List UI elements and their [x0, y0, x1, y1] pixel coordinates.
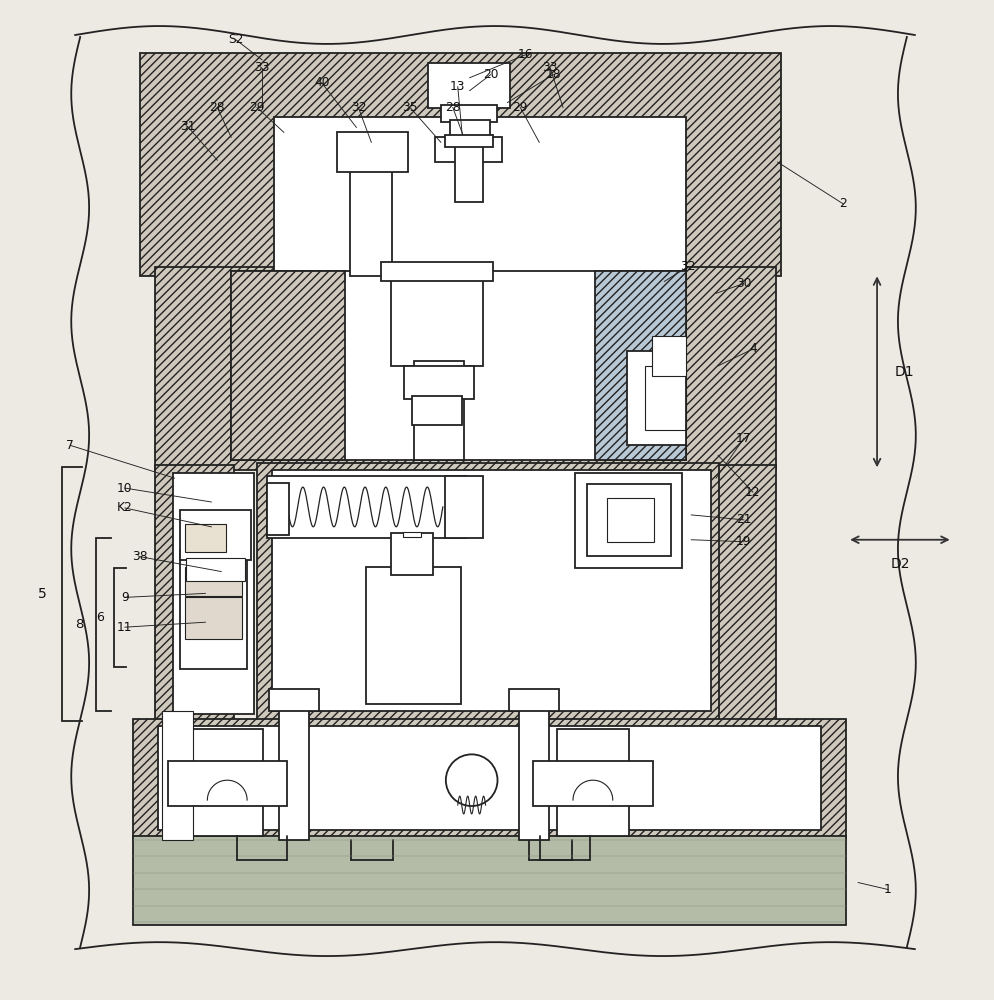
- Text: 16: 16: [517, 48, 533, 61]
- Bar: [626, 351, 686, 445]
- Bar: [434, 137, 502, 162]
- Text: D2: D2: [890, 557, 909, 571]
- Text: 11: 11: [117, 621, 132, 634]
- Bar: [179, 550, 247, 669]
- Bar: [179, 510, 250, 560]
- Text: 32: 32: [350, 101, 366, 114]
- Text: 17: 17: [736, 432, 750, 445]
- Bar: [184, 524, 226, 552]
- Bar: [414, 361, 463, 460]
- Text: 7: 7: [67, 439, 74, 452]
- Text: 38: 38: [132, 550, 147, 563]
- Bar: [391, 271, 482, 366]
- Text: S2: S2: [229, 33, 244, 46]
- Text: K2: K2: [117, 501, 132, 514]
- Text: 19: 19: [736, 535, 750, 548]
- Bar: [427, 63, 510, 108]
- Bar: [266, 483, 288, 535]
- Text: 4: 4: [748, 342, 756, 355]
- Bar: [256, 463, 719, 724]
- Bar: [519, 701, 549, 840]
- Bar: [444, 476, 482, 538]
- Bar: [271, 470, 711, 711]
- Text: 40: 40: [313, 76, 329, 89]
- Text: 1: 1: [884, 883, 891, 896]
- Text: 30: 30: [736, 277, 750, 290]
- Bar: [133, 719, 846, 840]
- Text: 5: 5: [38, 587, 47, 601]
- Bar: [391, 533, 432, 575]
- Bar: [154, 267, 775, 470]
- Bar: [161, 711, 193, 840]
- Bar: [404, 366, 473, 399]
- Bar: [651, 336, 686, 376]
- Bar: [273, 117, 686, 276]
- Text: 33: 33: [542, 61, 558, 74]
- Bar: [133, 836, 846, 925]
- Bar: [594, 271, 686, 460]
- Bar: [336, 132, 408, 172]
- Bar: [140, 53, 780, 276]
- Bar: [533, 761, 652, 806]
- Text: 13: 13: [449, 80, 465, 93]
- Text: 20: 20: [482, 68, 498, 81]
- Bar: [167, 761, 286, 806]
- Text: 12: 12: [745, 486, 759, 499]
- Bar: [381, 262, 492, 281]
- Text: 18: 18: [545, 68, 561, 81]
- Bar: [350, 142, 392, 276]
- Text: 32: 32: [680, 260, 696, 273]
- Bar: [509, 689, 559, 711]
- Bar: [172, 473, 253, 714]
- Text: 31: 31: [180, 120, 195, 133]
- Text: 33: 33: [254, 61, 269, 74]
- Bar: [454, 137, 482, 202]
- Bar: [191, 729, 262, 836]
- Text: 21: 21: [736, 513, 750, 526]
- Text: 8: 8: [75, 618, 83, 631]
- Bar: [185, 558, 245, 581]
- Bar: [278, 701, 308, 840]
- Bar: [266, 476, 465, 538]
- Text: 29: 29: [512, 101, 528, 114]
- Text: 28: 28: [444, 101, 460, 114]
- Text: 29: 29: [249, 101, 264, 114]
- Bar: [440, 105, 497, 122]
- Bar: [231, 271, 345, 460]
- Bar: [231, 271, 686, 460]
- Text: 9: 9: [121, 591, 128, 604]
- Circle shape: [445, 754, 497, 806]
- Bar: [449, 120, 489, 140]
- Bar: [606, 498, 654, 542]
- Bar: [154, 465, 234, 724]
- Bar: [644, 366, 686, 430]
- Bar: [184, 567, 242, 596]
- Bar: [268, 689, 318, 711]
- Bar: [716, 465, 775, 724]
- Text: D1: D1: [894, 365, 913, 379]
- Bar: [557, 729, 628, 836]
- Text: 35: 35: [402, 101, 417, 114]
- Text: 6: 6: [96, 611, 104, 624]
- Bar: [157, 726, 821, 830]
- Bar: [412, 396, 461, 425]
- Text: 28: 28: [210, 101, 225, 114]
- Text: 2: 2: [839, 197, 846, 210]
- Bar: [184, 597, 242, 639]
- Bar: [586, 484, 671, 556]
- Bar: [403, 532, 420, 537]
- Bar: [444, 135, 492, 147]
- Bar: [366, 567, 460, 704]
- Bar: [575, 473, 682, 568]
- Text: 10: 10: [117, 482, 132, 495]
